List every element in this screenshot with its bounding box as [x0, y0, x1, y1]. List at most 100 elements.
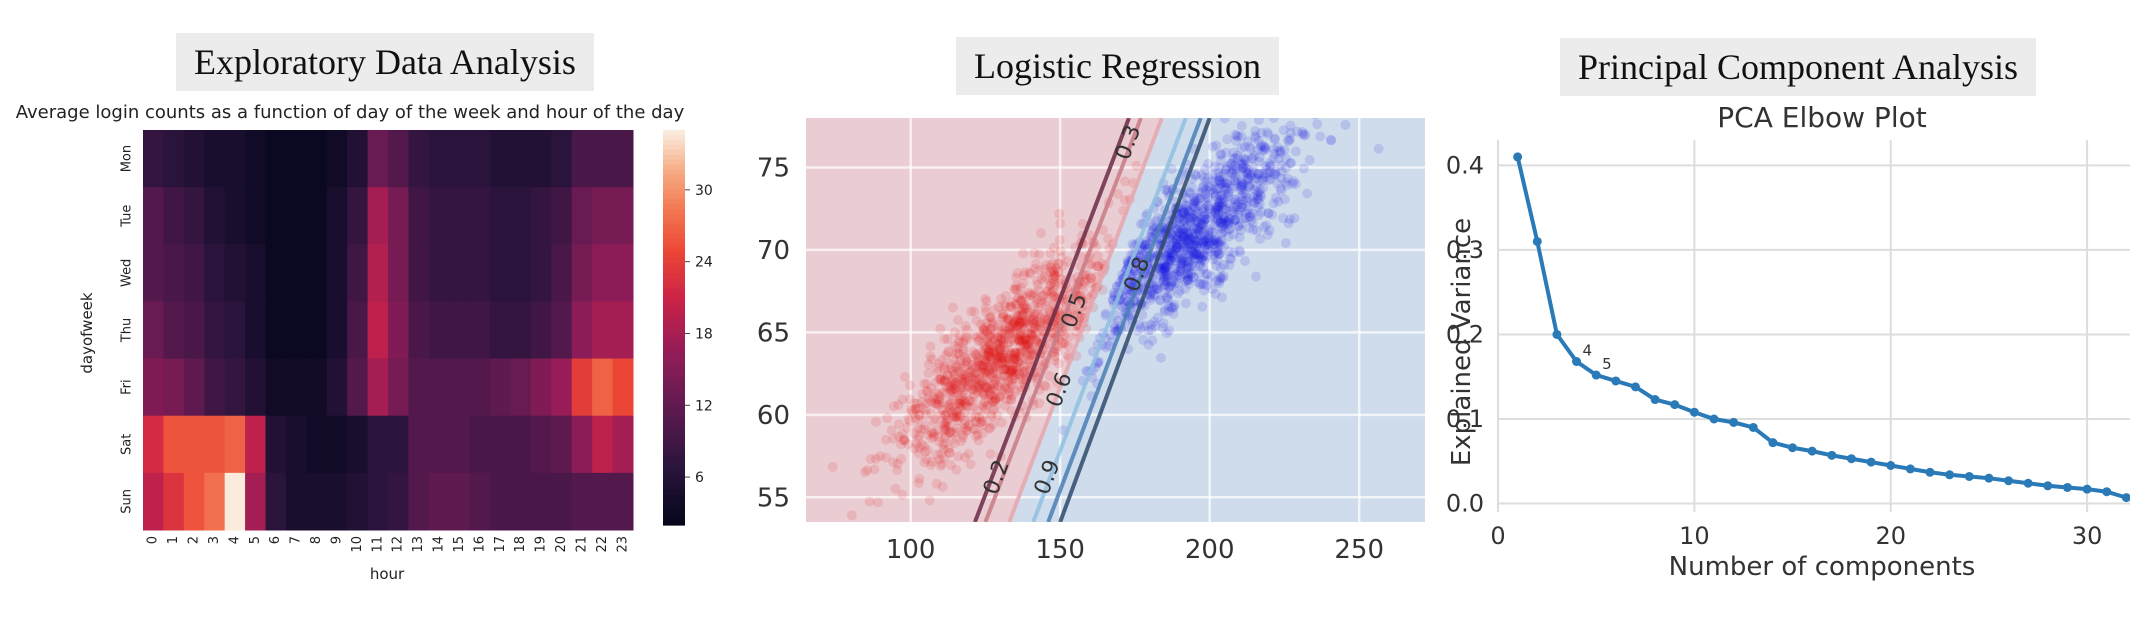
- heatmap-cell: [551, 130, 573, 188]
- heatmap-cell: [245, 472, 266, 531]
- heatmap-cell: [347, 472, 369, 531]
- heatmap-cell: [265, 187, 287, 245]
- colorbar-segment: [663, 396, 685, 403]
- heatmap-cell: [408, 244, 430, 302]
- colorbar-tick: 18: [695, 326, 713, 342]
- colorbar-segment: [663, 480, 685, 487]
- heatmap-cell: [449, 415, 471, 474]
- heatmap-cell: [490, 244, 511, 302]
- heatmap-cell: [612, 472, 634, 531]
- heatmap-cell: [285, 130, 307, 188]
- colorbar-segment: [663, 495, 685, 501]
- heatmap-cell: [224, 301, 246, 360]
- heatmap-cell: [388, 130, 409, 188]
- heatmap-cell: [204, 472, 226, 531]
- colorbar-segment: [663, 248, 685, 255]
- heatmap-cell: [367, 415, 389, 474]
- colorbar-segment: [663, 406, 685, 413]
- colorbar-segment: [663, 347, 685, 353]
- colorbar-segment: [663, 312, 685, 319]
- colorbar-segment: [663, 490, 685, 496]
- heatmap-cell: [347, 415, 369, 474]
- colorbar-segment: [663, 228, 685, 235]
- heatmap-cell: [143, 472, 164, 531]
- heatmap-x-tick: 23: [615, 536, 630, 553]
- heatmap-cell: [490, 415, 511, 474]
- heatmap-cell: [612, 358, 634, 417]
- heatmap-cell: [408, 415, 430, 474]
- heatmap-x-tick: 5: [248, 536, 263, 544]
- colorbar-segment: [663, 213, 685, 220]
- heatmap-cell: [163, 244, 185, 302]
- heatmap-cell: [469, 415, 491, 474]
- heatmap-cell: [530, 358, 552, 417]
- heatmap-x-tick: 4: [227, 536, 242, 544]
- heatmap-cell: [306, 244, 328, 302]
- heatmap-cell: [224, 130, 246, 188]
- heatmap-cell: [183, 358, 205, 417]
- heatmap-cell: [408, 472, 430, 531]
- heatmap-cell: [592, 301, 614, 360]
- colorbar-segment: [663, 426, 685, 432]
- heatmap-cell: [143, 187, 164, 245]
- heatmap-cell: [551, 301, 573, 360]
- colorbar-segment: [663, 317, 685, 324]
- colorbar-segment: [663, 450, 685, 457]
- heatmap-x-tick: 20: [554, 536, 569, 553]
- colorbar-segment: [663, 243, 685, 250]
- logreg-panel-title: Logistic Regression: [956, 37, 1279, 95]
- heatmap-y-tick: Thu: [120, 318, 135, 343]
- heatmap-x-tick: 6: [268, 536, 283, 544]
- heatmap-cell: [551, 358, 573, 417]
- heatmap-cell: [163, 472, 185, 531]
- heatmap-cell: [204, 415, 226, 474]
- heatmap-cell: [388, 244, 409, 302]
- colorbar-segment: [663, 327, 685, 334]
- colorbar-segment: [663, 302, 685, 309]
- colorbar-segment: [663, 169, 685, 176]
- heatmap-cell: [143, 415, 164, 474]
- heatmap-cell: [490, 358, 511, 417]
- heatmap-x-tick: 3: [207, 536, 222, 544]
- heatmap-cell: [449, 244, 471, 302]
- colorbar-segment: [663, 194, 685, 200]
- heatmap-cell: [490, 301, 511, 360]
- heatmap-cell: [326, 130, 348, 188]
- heatmap-cell: [245, 244, 266, 302]
- heatmap-x-tick: 21: [574, 536, 589, 553]
- heatmap-x-tick: 22: [595, 536, 610, 553]
- heatmap-cell: [245, 415, 266, 474]
- heatmap-cell: [408, 130, 430, 188]
- heatmap-cell: [571, 187, 593, 245]
- heatmap-cell: [347, 187, 369, 245]
- heatmap-cell: [592, 187, 614, 245]
- colorbar-segment: [663, 297, 685, 304]
- heatmap-cell: [612, 415, 634, 474]
- heatmap-x-tick: 17: [493, 536, 508, 553]
- heatmap-cell: [163, 301, 185, 360]
- colorbar-segment: [663, 149, 685, 156]
- heatmap-y-tick: Fri: [120, 379, 135, 395]
- heatmap-x-tick: 14: [432, 536, 447, 553]
- heatmap-cell: [530, 130, 552, 188]
- colorbar-segment: [663, 199, 685, 205]
- colorbar-segment: [663, 337, 685, 343]
- heatmap-cell: [183, 415, 205, 474]
- colorbar-segment: [663, 460, 685, 467]
- heatmap-cell: [326, 244, 348, 302]
- heatmap-cell: [285, 301, 307, 360]
- heatmap-cell: [265, 301, 287, 360]
- heatmap-cell: [449, 358, 471, 417]
- heatmap-cell: [306, 358, 328, 417]
- heatmap-cell: [285, 244, 307, 302]
- heatmap-cell: [490, 187, 511, 245]
- heatmap-cell: [285, 358, 307, 417]
- heatmap-cell: [326, 187, 348, 245]
- heatmap-y-tick: Sun: [120, 489, 135, 514]
- heatmap-cell: [347, 358, 369, 417]
- heatmap-cell: [530, 301, 552, 360]
- heatmap-x-tick: 13: [411, 536, 426, 553]
- heatmap-cell: [592, 472, 614, 531]
- heatmap-cell: [428, 130, 450, 188]
- heatmap-cell: [551, 415, 573, 474]
